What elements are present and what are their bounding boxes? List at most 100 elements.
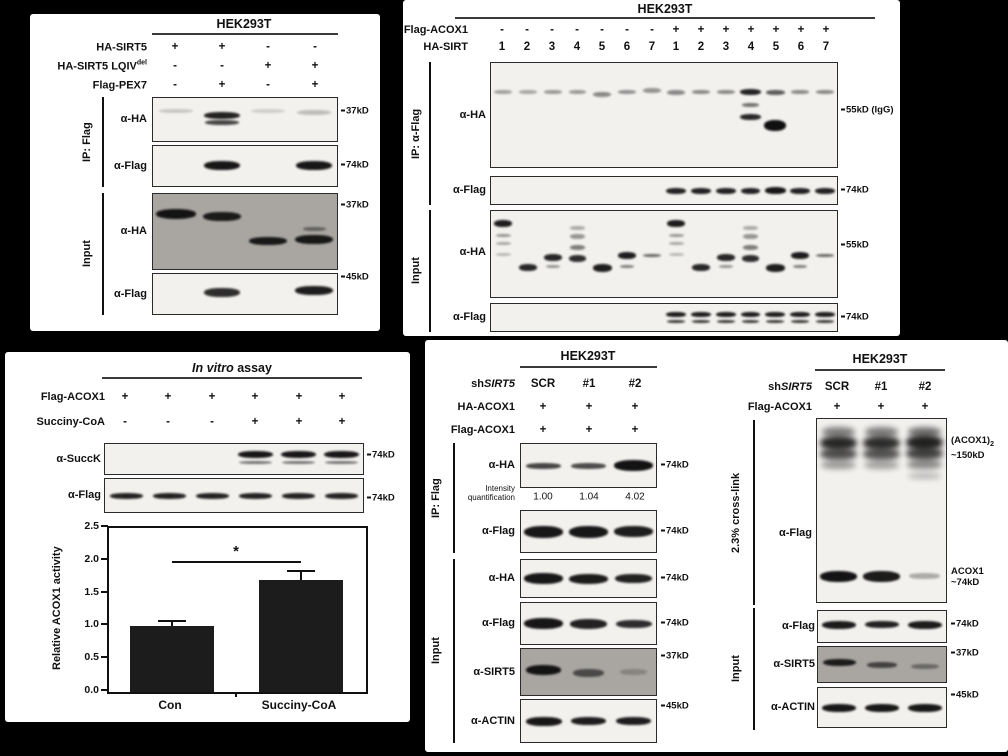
antibody-label: α-Flag <box>781 620 815 632</box>
band <box>822 426 855 437</box>
band <box>250 108 286 113</box>
marker-74kd: 74kD <box>661 618 689 629</box>
band <box>740 187 761 194</box>
panel-sirt-screen-coip: HEK293T Flag-ACOX1 - - - - - - - + + + + + + + HA-SIR… <box>403 0 900 336</box>
band <box>692 90 710 95</box>
band <box>295 286 333 296</box>
band <box>821 460 856 469</box>
band <box>495 242 511 246</box>
blot-input-alpha-ha <box>490 210 838 298</box>
antibody-label: α-Flag <box>481 617 515 629</box>
lane-value: 1 <box>672 41 680 53</box>
band <box>791 90 809 95</box>
band <box>741 254 760 262</box>
lane-value: 5 <box>598 41 606 53</box>
band <box>570 462 607 469</box>
band <box>740 312 761 318</box>
band <box>494 90 513 95</box>
lane-value: + <box>833 401 841 413</box>
y-tick-label: 0.5 <box>84 651 99 664</box>
band <box>815 90 834 95</box>
band <box>822 703 857 712</box>
lane-value: - <box>123 416 127 428</box>
intensity-quantification-label: Intensity quantification <box>467 484 515 502</box>
marker-74kd: 74kD <box>951 619 979 630</box>
lane-value: + <box>772 24 780 36</box>
antibody-label: α-HA <box>120 225 147 237</box>
lane-value: + <box>338 416 346 428</box>
blot-input-alpha-ha <box>520 559 657 598</box>
antibody-label: α-HA <box>120 113 147 125</box>
band <box>691 187 711 194</box>
band <box>543 90 562 95</box>
blot-alpha-succk <box>104 443 364 475</box>
lane-value: - <box>210 416 214 428</box>
marker-55kd: 55kD <box>841 240 869 251</box>
condition-label-ha-acox1: HA-ACOX1 <box>457 401 515 413</box>
band <box>907 426 942 437</box>
band <box>568 90 587 95</box>
blot-alpha-flag <box>104 478 364 513</box>
y-tick-label: 2.0 <box>84 552 99 565</box>
band <box>495 252 511 256</box>
band <box>863 435 900 450</box>
blot-input-alpha-flag <box>817 610 947 643</box>
blot-ip-alpha-flag <box>152 145 338 187</box>
title-underline <box>102 377 362 379</box>
band <box>573 668 604 677</box>
band <box>716 319 735 323</box>
marker-55kd-igg: 55kD (IgG) <box>841 105 894 116</box>
lane-value: SCR <box>530 378 556 390</box>
group-label-input: Input <box>430 637 442 665</box>
band <box>790 312 810 318</box>
band <box>614 574 653 583</box>
lane-value: #2 <box>628 378 642 390</box>
band <box>909 573 940 580</box>
group-bracket <box>753 420 755 605</box>
group-bracket <box>102 97 104 187</box>
band <box>865 621 899 629</box>
lane-value: 1.00 <box>533 491 553 503</box>
band <box>238 492 273 499</box>
lane-value: #1 <box>582 378 596 390</box>
band <box>863 447 900 460</box>
band <box>716 90 735 95</box>
band <box>814 187 835 194</box>
band <box>295 234 333 244</box>
band <box>867 661 897 668</box>
band <box>545 264 560 268</box>
band <box>741 319 760 323</box>
x-category-label: Succiny-CoA <box>261 698 337 712</box>
antibody-label: α-HA <box>488 572 515 584</box>
band <box>519 90 537 95</box>
x-category-label: Con <box>158 698 182 712</box>
lane-value: + <box>921 401 929 413</box>
band <box>815 254 834 258</box>
lane-value: + <box>208 391 216 403</box>
bar <box>130 626 214 692</box>
antibody-label: α-Flag <box>67 489 101 501</box>
antibody-label: α-HA <box>459 109 486 121</box>
band <box>204 119 240 125</box>
band <box>569 573 608 584</box>
antibody-label: α-Flag <box>113 288 147 300</box>
band <box>864 460 899 469</box>
band <box>864 703 900 712</box>
band <box>741 102 760 107</box>
condition-label-flag-acox1: Flag-ACOX1 <box>747 401 812 413</box>
lane-value: - <box>575 24 579 36</box>
y-tick-label: 0.0 <box>84 684 99 696</box>
band <box>666 187 687 194</box>
band <box>494 220 513 228</box>
band <box>765 263 785 272</box>
y-tick <box>101 525 108 527</box>
group-label-ip-flag: IP: Flag <box>81 122 93 162</box>
lane-value: + <box>311 79 319 91</box>
lane-value: - <box>266 79 270 91</box>
antibody-label: α-HA <box>488 459 515 471</box>
band <box>568 254 587 262</box>
lane-value: - <box>525 24 529 36</box>
condition-label-ha-sirt5: HA-SIRT5 <box>96 41 147 54</box>
blot-input-alpha-sirt5 <box>817 646 947 683</box>
blot-input-alpha-flag <box>152 273 338 315</box>
